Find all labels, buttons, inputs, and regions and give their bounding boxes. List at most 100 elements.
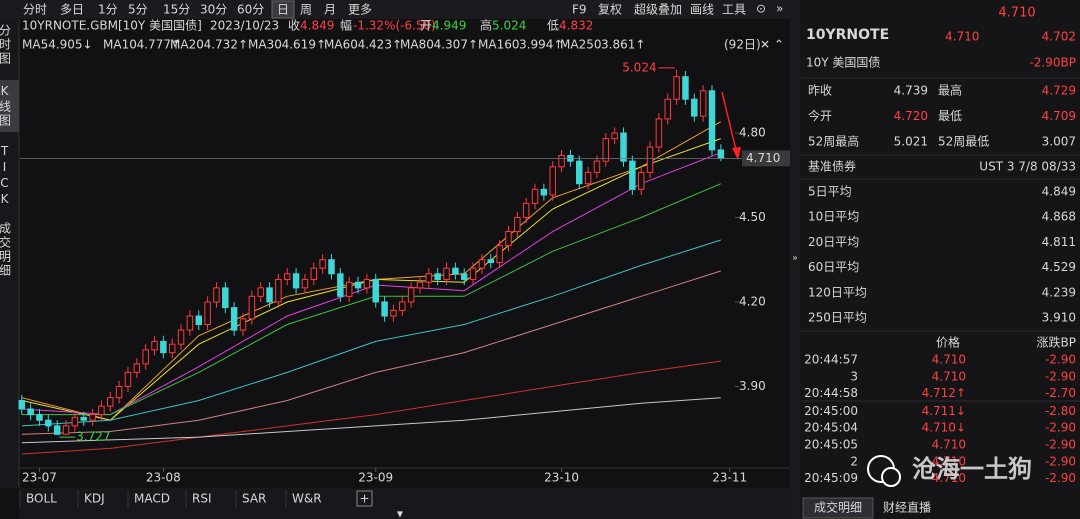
candle-body — [699, 90, 707, 117]
ma-name: MA20 — [170, 38, 204, 52]
settings-icon[interactable]: ⊙ — [756, 2, 766, 16]
x-tick-label: 23-08 — [146, 471, 181, 485]
splitter-icon[interactable]: » — [792, 254, 798, 264]
indicator-add[interactable] — [356, 490, 373, 507]
period-tab[interactable]: 周 — [300, 3, 312, 17]
trade-change: -2.90 — [1045, 369, 1076, 383]
trade-change: -2.80 — [1045, 404, 1076, 418]
ma-name: MA10 — [103, 38, 137, 52]
average-label: 250日平均 — [808, 311, 867, 325]
indicator-tab[interactable]: RSI — [192, 492, 212, 506]
tool-button[interactable]: 画线 — [690, 3, 714, 17]
range-label[interactable]: (92日) — [724, 38, 761, 52]
trade-time: 20:44:57 — [804, 353, 858, 367]
splitter[interactable] — [790, 0, 800, 519]
wechat-icon-2 — [881, 467, 901, 487]
candle-body — [301, 278, 309, 289]
symbol-code: 10YRNOTE — [806, 27, 889, 43]
trade-change: -2.90 — [1045, 421, 1076, 435]
indicator-tab[interactable]: KDJ — [84, 492, 105, 506]
ma-name: MA80 — [400, 38, 434, 52]
average-label: 60日平均 — [808, 260, 859, 274]
candle-body — [195, 315, 202, 325]
candle-body — [558, 155, 565, 168]
ma-name: MA5 — [22, 38, 48, 52]
side-tab[interactable]: 分时图 — [0, 24, 12, 66]
candle-body — [310, 267, 318, 280]
ma-name: MA160 — [478, 38, 519, 52]
indicator-tab[interactable]: BOLL — [26, 492, 57, 506]
candle-body — [664, 98, 671, 120]
ma-name: MA60 — [324, 38, 358, 52]
price: 4.710 — [945, 30, 979, 44]
period-tab[interactable]: 多日 — [60, 3, 84, 17]
ma-value: 4.777↑ — [137, 38, 181, 52]
indicator-tab[interactable]: SAR — [242, 492, 266, 506]
indicator-tab[interactable]: W&R — [292, 492, 322, 506]
collapse-icon[interactable]: ▼ — [397, 510, 404, 519]
trade-time: 20:45:00 — [804, 404, 858, 418]
tool-button[interactable]: 超级叠加 — [634, 2, 682, 17]
candle-body — [407, 287, 415, 303]
period-tab[interactable]: 月 — [324, 3, 336, 17]
average-label: 10日平均 — [808, 210, 859, 224]
stat-value: 4.739 — [894, 84, 928, 98]
candle-body — [576, 160, 583, 185]
ma-value: 4.905↓ — [48, 38, 92, 52]
tool-button[interactable]: 工具 — [722, 3, 746, 17]
more-icon[interactable]: » — [776, 2, 783, 16]
last-price-label: 4.710 — [746, 151, 780, 165]
period-tab[interactable]: 30分 — [200, 3, 227, 17]
average-value: 4.811 — [1042, 235, 1076, 249]
side-tab[interactable]: K线图 — [0, 84, 12, 128]
candle-body — [319, 259, 326, 269]
candle-body — [584, 171, 592, 185]
period-tab[interactable]: 更多 — [348, 3, 372, 17]
candle-body — [416, 281, 424, 289]
side-tab[interactable]: 成交明细 — [0, 222, 12, 278]
info-low-label: 低 — [547, 19, 559, 33]
x-tick-label: 23-11 — [712, 471, 747, 485]
info-change: -1.32%(-6.50) — [353, 19, 436, 33]
tool-button[interactable]: 复权 — [598, 3, 622, 17]
candle-body — [115, 385, 123, 399]
period-tab[interactable]: 日 — [277, 3, 289, 17]
y-tick-label: 4.20 — [739, 294, 766, 308]
panel-tab[interactable]: 财经直播 — [883, 501, 931, 515]
top-bar — [0, 0, 790, 19]
candle-body — [257, 287, 264, 297]
low-label: 3.727 — [76, 430, 110, 444]
candle-body — [505, 231, 512, 247]
candle-body — [691, 98, 698, 117]
candle-body — [514, 216, 521, 233]
candle-body — [381, 301, 388, 317]
x-tick-label: 23-10 — [544, 471, 579, 485]
stat-label: 最低 — [938, 109, 962, 123]
symbol-name: 10Y 美国国债 — [806, 56, 880, 70]
period-tab[interactable]: 60分 — [237, 3, 264, 17]
trade-price: 4.710 — [932, 438, 966, 452]
period-tab[interactable]: 5分 — [128, 3, 148, 17]
info-symbol: 10YRNOTE.GBM[10Y 美国国债] — [22, 19, 202, 33]
panel-tab[interactable]: 成交明细 — [814, 500, 862, 515]
indicator-tab[interactable]: MACD — [134, 492, 170, 506]
range-icons[interactable]: ✕ ⌃ — [760, 38, 784, 52]
period-tab[interactable]: 1分 — [98, 3, 118, 17]
period-tab[interactable]: 15分 — [163, 3, 190, 17]
side-tab[interactable]: TICK — [0, 144, 12, 208]
stat-value: 5.021 — [894, 135, 928, 149]
candle-body — [230, 307, 238, 331]
ma-value: 4.732↑ — [204, 38, 248, 52]
ma-value: 4.423↑ — [358, 38, 402, 52]
tool-button[interactable]: F9 — [572, 3, 587, 17]
candle-body — [186, 315, 194, 331]
candle-body — [425, 273, 433, 283]
candle-body — [434, 273, 441, 280]
period-tab[interactable]: 分时 — [23, 3, 47, 17]
benchmark-value: UST 3 7/8 08/33 — [979, 160, 1076, 174]
candle-body — [213, 287, 220, 303]
indicator-add-icon[interactable]: + — [359, 492, 369, 506]
candle-body — [522, 202, 530, 218]
info-close: 4.849 — [300, 19, 334, 33]
